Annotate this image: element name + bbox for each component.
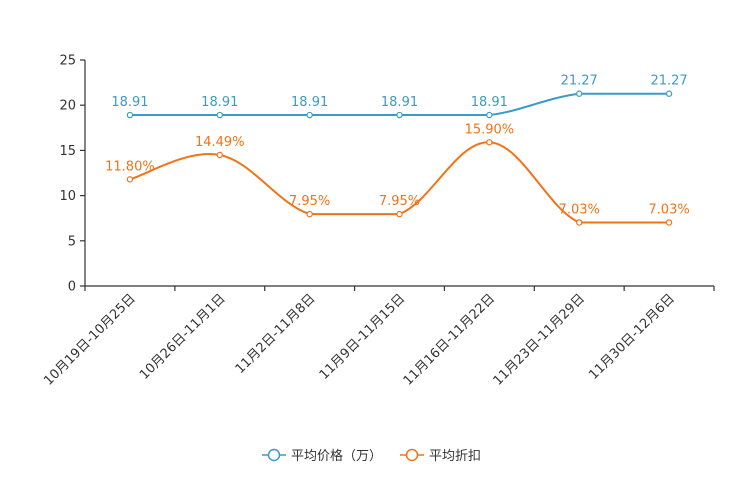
data-label: 18.91: [111, 95, 148, 110]
data-point: [216, 151, 223, 159]
x-tick-label: 11月16日-11月22日: [401, 291, 498, 388]
data-point: [306, 210, 313, 218]
data-point: [126, 176, 134, 183]
y-tick-label: 20: [59, 99, 76, 114]
data-point: [486, 139, 493, 146]
data-point: [486, 111, 493, 119]
y-tick-label: 15: [59, 144, 76, 159]
data-label: 18.91: [291, 95, 328, 110]
data-point: [306, 111, 313, 119]
data-point: [396, 111, 403, 119]
x-tick-label: 11月9日-11月15日: [317, 291, 409, 383]
data-point: [576, 90, 583, 97]
data-point: [665, 219, 673, 226]
legend-item-0[interactable]: 平均价格（万）: [262, 448, 382, 464]
legend-swatch-marker: [267, 448, 281, 462]
data-label: 14.49%: [195, 135, 245, 150]
x-tick-label: 10月19日-10月25日: [41, 291, 138, 388]
data-point: [396, 210, 403, 218]
legend[interactable]: 平均价格（万） 平均折扣: [262, 448, 481, 464]
series-layer: 18.91 18.91 18.91 18.91 18.91 21.27 21.27 11.80…: [105, 74, 690, 226]
x-tick-label: 11月30日-12月6日: [586, 291, 678, 383]
data-label: 18.91: [381, 95, 418, 110]
y-tick-label: 10: [59, 189, 76, 204]
legend-label: 平均折扣: [429, 449, 481, 464]
data-label: 18.91: [201, 95, 238, 110]
data-point: [576, 219, 583, 226]
data-label: 7.03%: [648, 202, 689, 217]
series-1: 11.80% 14.49% 7.95% 7.95% 15.90% 7.03% 7.03%: [105, 122, 690, 226]
legend-swatch-marker: [405, 448, 419, 462]
y-tick-label: 5: [68, 234, 76, 249]
x-tick-label: 11月23日-11月29日: [491, 291, 588, 388]
data-label: 7.03%: [559, 202, 600, 217]
data-label: 11.80%: [105, 159, 155, 174]
data-point: [665, 90, 673, 97]
data-label: 7.95%: [289, 194, 330, 209]
series-0: 18.91 18.91 18.91 18.91 18.91 21.27 21.27: [111, 74, 688, 119]
data-point: [126, 111, 134, 119]
x-tick-label: 10月26日-11月1日: [137, 291, 229, 383]
y-tick-label: 0: [68, 280, 76, 295]
legend-label: 平均价格（万）: [291, 448, 382, 464]
y-tick-label: 25: [59, 54, 76, 69]
legend-item-1[interactable]: 平均折扣: [400, 448, 481, 464]
data-label: 18.91: [471, 95, 508, 110]
data-label: 21.27: [650, 74, 687, 89]
x-tick-label: 11月2日-11月8日: [233, 291, 319, 377]
data-label: 15.90%: [465, 122, 515, 137]
data-label: 7.95%: [379, 194, 420, 209]
data-point: [216, 111, 223, 119]
data-label: 21.27: [561, 74, 598, 89]
